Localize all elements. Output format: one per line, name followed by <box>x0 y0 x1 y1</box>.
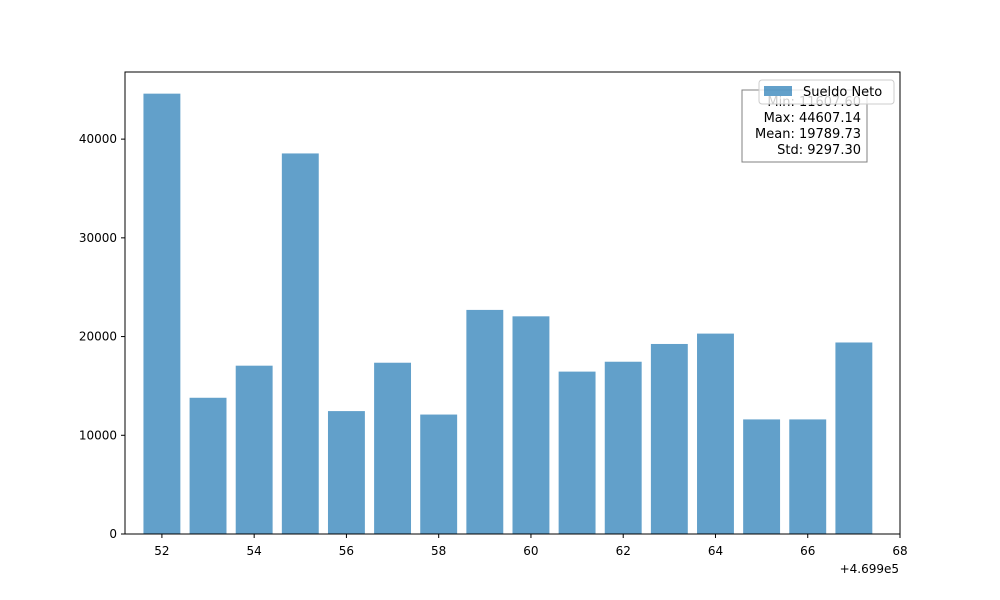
y-tick-label: 0 <box>109 527 117 541</box>
x-tick-label: 56 <box>339 544 354 558</box>
bar-5 <box>327 411 365 534</box>
x-tick-label: 52 <box>154 544 169 558</box>
bar-4 <box>281 153 319 534</box>
bar-16 <box>835 342 873 534</box>
legend: Sueldo Neto <box>758 79 895 105</box>
x-tick-label: 64 <box>708 544 723 558</box>
y-tick-label: 40000 <box>79 132 117 146</box>
bar-10 <box>558 371 596 534</box>
bar-15 <box>789 419 827 534</box>
stats-line: Std: 9297.30 <box>777 143 861 158</box>
y-tick-label: 30000 <box>79 231 117 245</box>
legend-frame <box>758 79 895 105</box>
x-tick-label: 58 <box>431 544 446 558</box>
bars-group <box>143 93 873 534</box>
bar-6 <box>374 362 412 534</box>
bar-13 <box>697 333 734 534</box>
x-tick-label: 66 <box>800 544 815 558</box>
x-axis: 52 54 56 58 60 62 64 66 68 <box>154 534 908 558</box>
bar-9 <box>512 316 550 534</box>
bar-2 <box>189 397 227 534</box>
bar-11 <box>604 361 642 534</box>
x-axis-offset-label: +4.699e5 <box>840 562 899 576</box>
stats-line: Mean: 19789.73 <box>755 127 861 142</box>
y-tick-label: 20000 <box>79 330 117 344</box>
x-tick-label: 68 <box>892 544 907 558</box>
legend-swatch <box>764 86 792 96</box>
y-tick-label: 10000 <box>79 428 117 442</box>
x-tick-label: 62 <box>616 544 631 558</box>
bar-7 <box>420 414 458 534</box>
y-axis: 0 10000 20000 30000 40000 <box>79 132 125 541</box>
x-tick-label: 60 <box>523 544 538 558</box>
bar-12 <box>650 343 688 534</box>
legend-label: Sueldo Neto <box>803 85 882 100</box>
axes-frame <box>124 71 901 535</box>
stats-line: Max: 44607.14 <box>764 111 861 126</box>
bar-3 <box>235 365 273 534</box>
x-tick-label: 54 <box>247 544 262 558</box>
bar-8 <box>466 309 504 534</box>
bar-1 <box>143 93 181 534</box>
bar-14 <box>743 419 781 534</box>
